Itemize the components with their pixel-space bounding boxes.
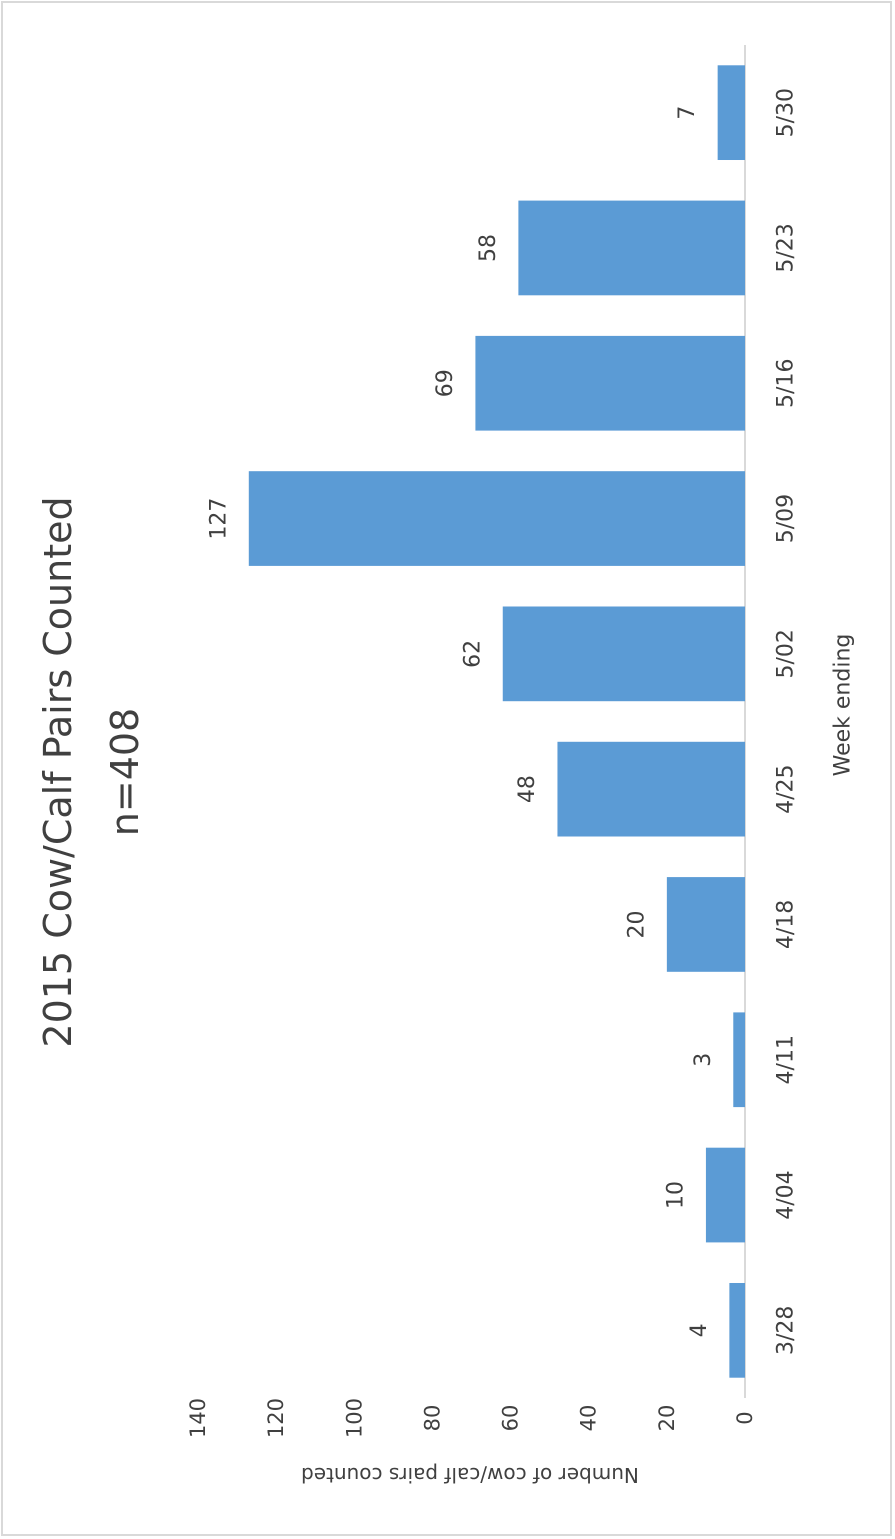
category-label-4/18: 4/18 [774, 900, 799, 949]
category-label-5/02: 5/02 [774, 629, 799, 678]
bar-5/02 [502, 606, 745, 702]
value-tick-80: 80 [420, 1405, 444, 1432]
y-axis-label: Number of cow/calf pairs counted [301, 1463, 639, 1487]
data-label-4/25: 48 [515, 775, 540, 803]
data-label-4/18: 20 [624, 910, 649, 938]
data-label-5/16: 69 [433, 369, 458, 397]
data-label-4/11: 3 [691, 1053, 716, 1067]
category-label-4/11: 4/11 [774, 1035, 799, 1084]
bar-5/09 [248, 471, 746, 566]
chart-subtitle: n=408 [103, 708, 147, 836]
value-tick-60: 60 [499, 1405, 523, 1432]
bar-4/11 [733, 1012, 745, 1108]
data-label-5/23: 58 [476, 234, 501, 262]
x-axis-label: Week ending [831, 634, 856, 777]
bar-4/25 [557, 741, 745, 837]
category-label-5/23: 5/23 [774, 223, 799, 272]
value-tick-0: 0 [733, 1411, 757, 1424]
bar-5/16 [475, 335, 745, 431]
chart-title: 2015 Cow/Calf Pairs Counted [36, 496, 80, 1047]
value-tick-40: 40 [577, 1405, 601, 1432]
bar-4/18 [666, 877, 745, 972]
data-label-5/09: 127 [206, 498, 231, 540]
category-label-5/09: 5/09 [774, 494, 799, 543]
data-label-5/30: 7 [675, 106, 700, 120]
category-label-4/04: 4/04 [774, 1170, 799, 1219]
bar-4/04 [705, 1147, 745, 1243]
data-label-4/04: 10 [663, 1181, 688, 1209]
value-tick-140: 140 [186, 1398, 210, 1438]
bar-3/28 [729, 1282, 745, 1378]
category-label-4/25: 4/25 [774, 764, 799, 813]
value-tick-120: 120 [264, 1398, 288, 1438]
bar-5/23 [518, 200, 745, 296]
category-label-5/30: 5/30 [774, 88, 799, 137]
bar-5/30 [717, 65, 745, 161]
category-label-3/28: 3/28 [774, 1306, 799, 1355]
value-tick-20: 20 [655, 1405, 679, 1432]
category-label-5/16: 5/16 [774, 359, 799, 408]
data-label-3/28: 4 [687, 1323, 712, 1337]
value-tick-100: 100 [342, 1398, 366, 1438]
data-label-5/02: 62 [460, 640, 485, 668]
